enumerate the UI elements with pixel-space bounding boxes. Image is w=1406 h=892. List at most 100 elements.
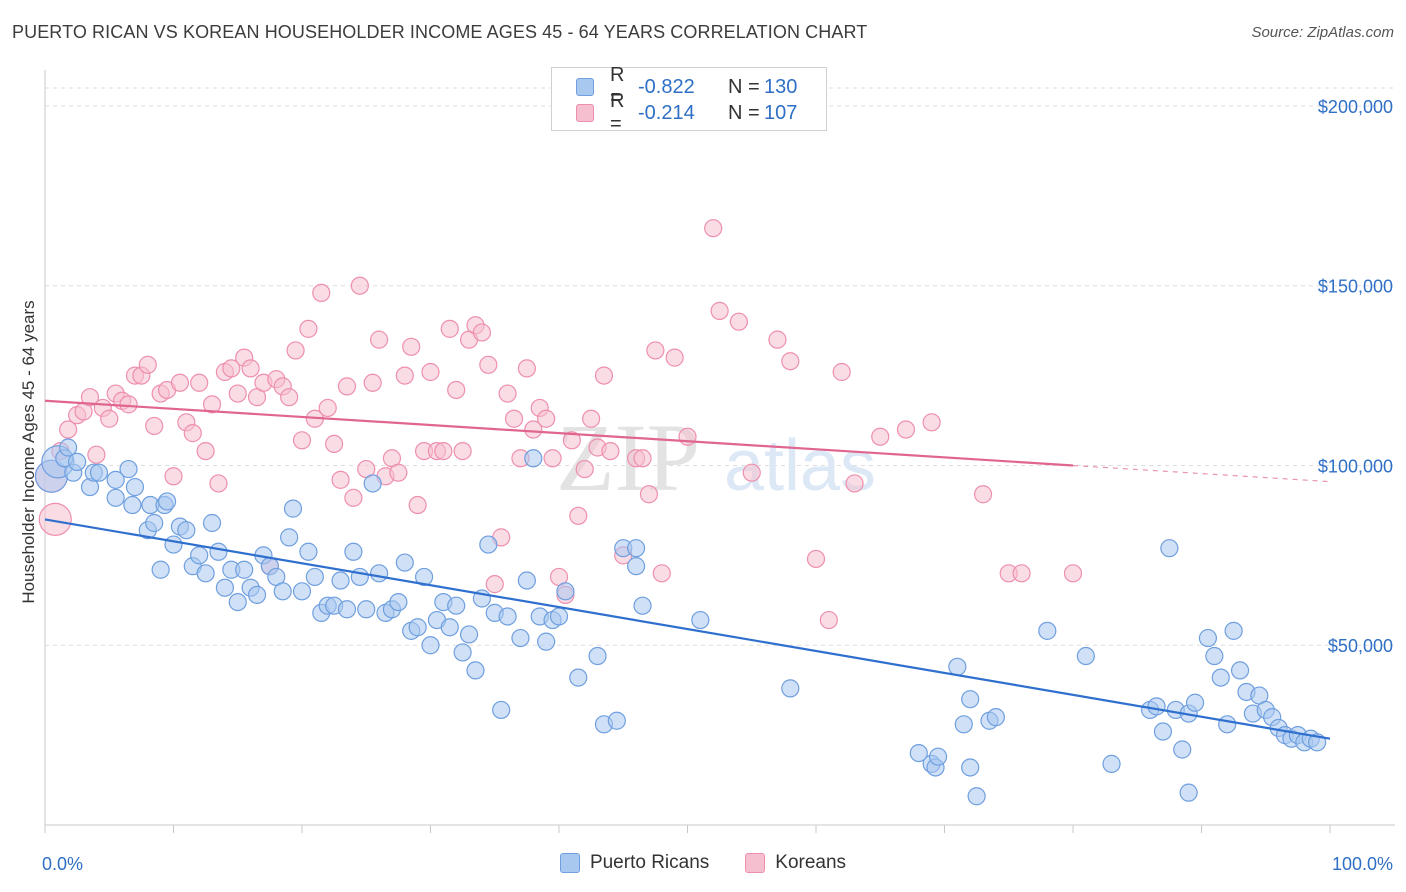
puerto-rican-point (556, 582, 575, 601)
y-tick-label: $150,000 (1318, 277, 1393, 297)
puerto-rican-point (1205, 646, 1224, 666)
puerto-rican-point (1160, 539, 1179, 558)
puerto-rican-point (106, 470, 125, 489)
puerto-rican-point (305, 567, 324, 587)
y-tick-label: $100,000 (1318, 456, 1393, 476)
korean-point (582, 409, 601, 428)
r-label: R = (610, 90, 625, 135)
puerto-rican-point (177, 521, 196, 540)
korean-point (504, 409, 524, 428)
korean-point (87, 445, 106, 464)
y-tick-label: $50,000 (1328, 636, 1393, 656)
source-credit: Source: ZipAtlas.com (1251, 24, 1394, 41)
series-legend: Puerto Ricans Koreans (0, 852, 1406, 874)
korean-point (453, 441, 472, 461)
x-tick-label: 0.0% (42, 854, 83, 874)
legend-item-koreans: Koreans (745, 852, 846, 874)
puerto-rican-point (537, 632, 556, 651)
puerto-rican-point (954, 715, 973, 734)
korean-trend-line (44, 399, 1074, 467)
korean-point (363, 373, 382, 392)
puerto-rican-point (569, 668, 588, 687)
korean-point (1063, 564, 1083, 583)
puerto-rican-point (1198, 628, 1218, 648)
puerto-rican-point (157, 492, 177, 511)
puerto-rican-point (626, 539, 646, 558)
puerto-rican-point (928, 747, 948, 766)
puerto-rican-point (414, 567, 434, 587)
korean-point (781, 352, 800, 371)
puerto-rican-point (1185, 693, 1205, 712)
korean-point (190, 373, 209, 392)
legend-label: Koreans (775, 852, 847, 873)
korean-trend-extension (1072, 464, 1331, 483)
puerto-rican-point (986, 708, 1006, 727)
korean-point (299, 319, 318, 338)
korean-point (537, 409, 556, 428)
puerto-rican-point (626, 557, 646, 576)
n-label: N = (728, 75, 760, 98)
puerto-rican-point (511, 628, 530, 648)
korean-point (395, 366, 414, 385)
puerto-ricans-swatch (576, 78, 594, 96)
puerto-rican-point (151, 560, 170, 579)
korean-point (170, 373, 190, 392)
puerto-rican-point (447, 596, 466, 615)
puerto-rican-point (479, 535, 498, 554)
korean-point (569, 506, 588, 525)
korean-point (601, 441, 620, 461)
korean-point (241, 359, 260, 378)
korean-point (119, 395, 138, 414)
puerto-rican-point (395, 553, 414, 572)
koreans-swatch (576, 104, 594, 122)
korean-point (710, 301, 729, 320)
puerto-rican-point (344, 542, 363, 561)
korean-point (370, 330, 389, 349)
puerto-rican-point (1218, 715, 1237, 734)
puerto-rican-point (283, 499, 303, 518)
korean-point (922, 413, 941, 432)
korean-point (646, 341, 665, 360)
korean-point (562, 431, 581, 450)
puerto-rican-point (228, 592, 247, 612)
puerto-rican-point (125, 477, 145, 497)
korean-point (768, 330, 787, 349)
puerto-rican-point (967, 787, 986, 806)
korean-point (38, 502, 72, 537)
puerto-rican-point (1230, 661, 1250, 680)
puerto-rican-point (549, 607, 569, 626)
korean-point (408, 495, 427, 515)
puerto-rican-point (215, 578, 234, 597)
korean-point (447, 380, 466, 400)
korean-point (344, 488, 363, 507)
n-value: 130 (764, 75, 798, 98)
puerto-rican-point (1153, 722, 1173, 741)
puerto-rican-point (1038, 621, 1057, 640)
puerto-rican-point (459, 625, 479, 644)
legend-row-koreans: R = -0.214 N = 107 (576, 90, 798, 135)
korean-point (196, 441, 215, 461)
korean-point (498, 384, 517, 403)
legend-item-puerto-ricans: Puerto Ricans (559, 852, 709, 874)
puerto-rican-point (1211, 668, 1230, 687)
puerto-rican-point (1076, 646, 1095, 666)
x-tick-label: 100.0% (1332, 854, 1393, 874)
puerto-rican-point (363, 474, 382, 493)
n-value: 107 (764, 101, 798, 124)
korean-point (389, 463, 408, 482)
puerto-rican-point (498, 607, 517, 626)
puerto-rican-point (190, 546, 209, 565)
korean-point (286, 341, 305, 360)
y-axis-label: Householder Income Ages 45 - 64 years (19, 300, 38, 603)
puerto-rican-point (273, 582, 292, 601)
puerto-rican-trend-line (44, 518, 1331, 740)
puerto-rican-point (517, 571, 536, 590)
puerto-rican-point (440, 618, 459, 637)
puerto-rican-point (948, 657, 967, 676)
puerto-rican-point (59, 438, 78, 457)
korean-point (594, 366, 614, 385)
puerto-rican-point (1173, 740, 1192, 759)
puerto-rican-point (68, 452, 87, 471)
puerto-rican-point (1147, 697, 1166, 716)
